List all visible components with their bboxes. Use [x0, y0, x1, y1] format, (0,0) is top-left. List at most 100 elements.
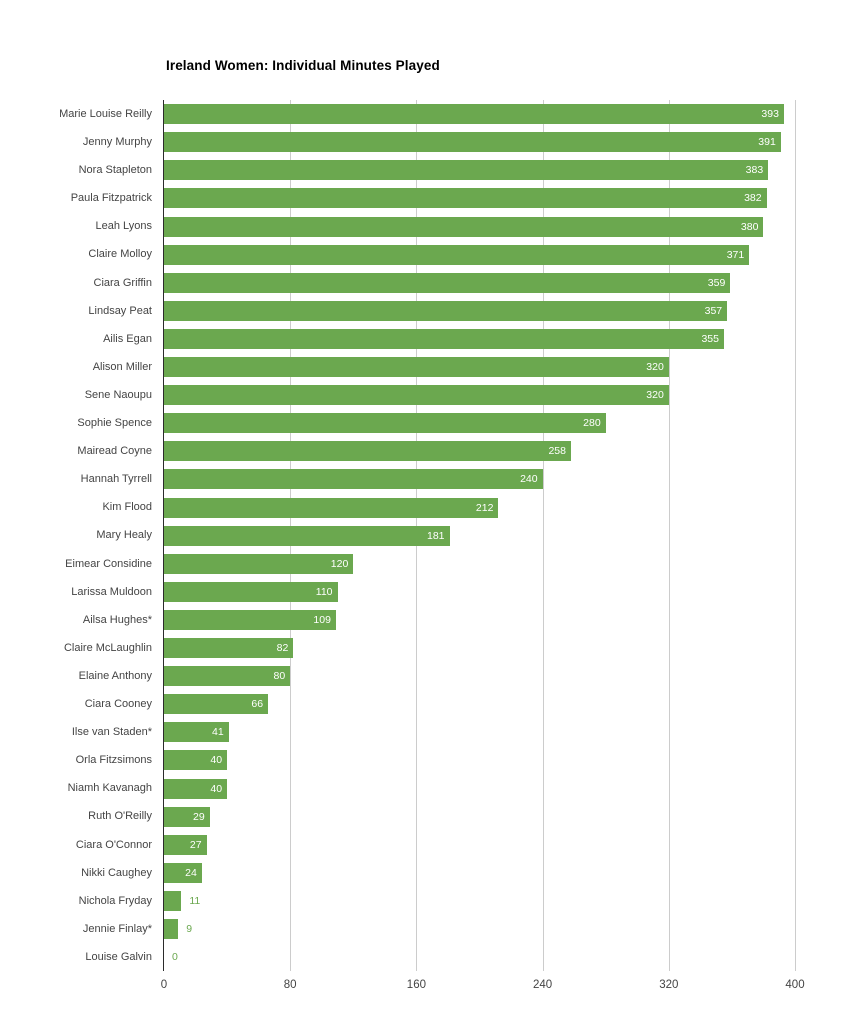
bar-value-label: 40 [210, 782, 223, 795]
bar[interactable] [164, 778, 228, 799]
bar-row[interactable]: 320 [164, 381, 795, 410]
bar[interactable] [164, 666, 291, 687]
bar-row[interactable]: 11 [164, 887, 795, 916]
bar-value-label: 380 [740, 220, 759, 233]
bar-row[interactable]: 27 [164, 831, 795, 860]
bar-value-label: 181 [426, 529, 445, 542]
category-label: Ciara Griffin [93, 276, 152, 289]
bar-row[interactable]: 110 [164, 578, 795, 607]
bar-row[interactable]: 391 [164, 128, 795, 157]
bar-row[interactable]: 383 [164, 156, 795, 185]
bar[interactable] [164, 244, 750, 265]
bar-row[interactable]: 40 [164, 746, 795, 775]
bar-value-label: 391 [758, 136, 776, 149]
bar-row[interactable]: 9 [164, 915, 795, 944]
bar-value-label: 393 [761, 108, 779, 121]
bar[interactable] [164, 497, 499, 518]
category-label: Ilse van Staden* [71, 726, 152, 739]
bar[interactable] [164, 300, 728, 321]
x-tick-label: 320 [659, 979, 679, 991]
category-label: Niamh Kavanagh [67, 782, 152, 795]
bar-row[interactable]: 320 [164, 353, 795, 382]
bar-row[interactable]: 357 [164, 297, 795, 326]
x-tick-label: 160 [406, 979, 426, 991]
bar[interactable] [164, 357, 669, 378]
x-tick-label: 400 [785, 979, 805, 991]
bar[interactable] [164, 890, 182, 911]
bar-row[interactable]: 355 [164, 325, 795, 354]
bar-value-label: 320 [646, 361, 664, 374]
category-label: Jenny Murphy [82, 136, 152, 149]
bar[interactable] [164, 694, 269, 715]
bar-row[interactable]: 41 [164, 718, 795, 747]
bar-row[interactable]: 82 [164, 634, 795, 663]
bar[interactable] [164, 328, 724, 349]
bar-value-label: 24 [185, 866, 197, 879]
bar-row[interactable]: 66 [164, 690, 795, 719]
bar-value-label: 371 [726, 248, 745, 261]
bar[interactable] [164, 385, 669, 406]
bar-value-label: 355 [701, 332, 719, 345]
category-label: Ailis Egan [103, 332, 152, 345]
bar[interactable] [164, 469, 543, 490]
bar-row[interactable]: 0 [164, 943, 795, 972]
bar-row[interactable]: 24 [164, 859, 795, 888]
bar-row[interactable]: 109 [164, 606, 795, 635]
category-label: Mary Healy [96, 529, 152, 542]
bar-value-label: 82 [276, 642, 289, 655]
bar[interactable] [164, 132, 781, 153]
bar-row[interactable]: 29 [164, 802, 795, 831]
bar[interactable] [164, 160, 769, 181]
bar-value-label: 110 [315, 585, 333, 598]
bar-row[interactable]: 120 [164, 550, 795, 579]
bar-row[interactable]: 212 [164, 493, 795, 522]
bar[interactable] [164, 413, 606, 434]
bar[interactable] [164, 188, 767, 209]
bar[interactable] [164, 862, 202, 883]
category-label: Larissa Muldoon [71, 585, 152, 598]
gridline [668, 100, 670, 971]
bar-value-label: 320 [646, 389, 664, 402]
bar[interactable] [164, 441, 571, 462]
bar[interactable] [164, 638, 294, 659]
bar-row[interactable]: 258 [164, 437, 795, 466]
bar-row[interactable]: 240 [164, 465, 795, 494]
bar[interactable] [164, 918, 179, 939]
bar-row[interactable]: 80 [164, 662, 795, 691]
bar-row[interactable]: 181 [164, 521, 795, 550]
bar-value-label: 382 [744, 192, 762, 205]
bar-value-label: 383 [745, 164, 764, 177]
bar[interactable] [164, 750, 228, 771]
bar-row[interactable]: 359 [164, 269, 795, 298]
bar-value-label: 357 [704, 304, 723, 317]
bar-row[interactable]: 380 [164, 212, 795, 241]
bar[interactable] [164, 806, 210, 827]
bar[interactable] [164, 553, 354, 574]
bar[interactable] [164, 272, 731, 293]
bar-row[interactable]: 280 [164, 409, 795, 438]
category-label: Mairead Coyne [77, 445, 152, 458]
bar-row[interactable]: 40 [164, 774, 795, 803]
plot-area: 393 391 383 382 380 371 359 357 355 320 320 280 258 2… [164, 100, 796, 972]
bar-value-label: 280 [583, 417, 601, 430]
category-label: Nichola Fryday [78, 894, 152, 907]
bar-row[interactable]: 393 [164, 100, 795, 129]
bar[interactable] [164, 834, 207, 855]
bar[interactable] [164, 216, 764, 237]
category-label: Nora Stapleton [78, 164, 152, 177]
category-label: Claire Molloy [88, 248, 152, 261]
bar[interactable] [164, 581, 338, 602]
bar[interactable] [164, 525, 450, 546]
bar[interactable] [164, 722, 229, 743]
bar[interactable] [164, 609, 336, 630]
bar-value-label: 109 [313, 613, 331, 626]
bar-row[interactable]: 371 [164, 240, 795, 269]
bar-value-label: 120 [330, 557, 349, 570]
bar-row[interactable]: 382 [164, 184, 795, 213]
bar-value-label: 359 [707, 276, 726, 289]
x-tick-label: 240 [533, 979, 553, 991]
gridline [795, 100, 796, 971]
category-label: Lindsay Peat [88, 304, 152, 317]
bar[interactable] [164, 104, 784, 125]
bar-value-label: 240 [520, 473, 538, 486]
